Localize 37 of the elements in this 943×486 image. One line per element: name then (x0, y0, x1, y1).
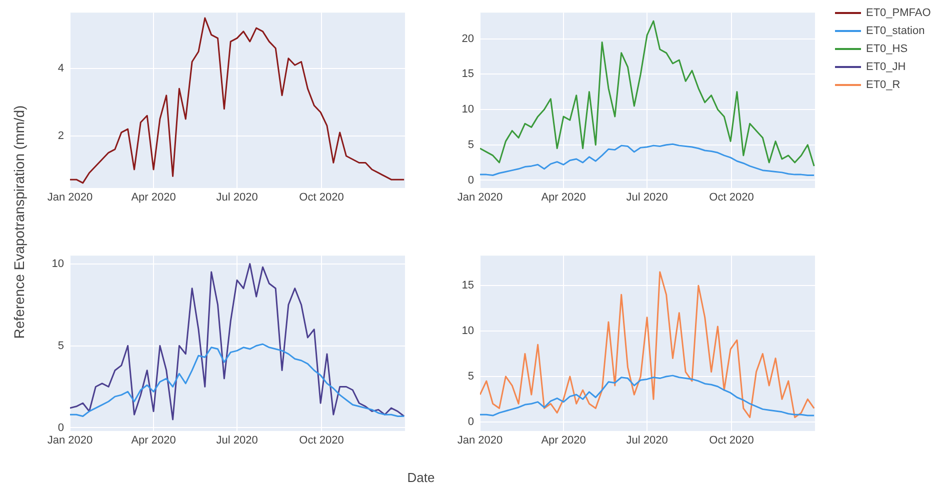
y-tick-label: 0 (468, 174, 474, 186)
x-tick-label: Oct 2020 (299, 192, 344, 204)
y-tick-label: 15 (462, 280, 474, 292)
legend-label: ET0_PMFAO (866, 7, 931, 19)
x-tick-label: Apr 2020 (541, 192, 586, 204)
y-tick-label: 10 (462, 325, 474, 338)
x-tick-label: Apr 2020 (541, 434, 586, 447)
x-tick-label: Jan 2020 (457, 192, 503, 204)
y-tick-label: 0 (468, 416, 474, 428)
legend-label: ET0_station (866, 25, 925, 37)
y-tick-label: 15 (462, 68, 474, 80)
y-tick-label: 10 (462, 104, 474, 116)
legend-label: ET0_R (866, 79, 900, 91)
legend-label: ET0_JH (866, 61, 906, 73)
legend-label: ET0_HS (866, 43, 908, 55)
y-tick-label: 4 (58, 62, 64, 75)
x-tick-label: Jan 2020 (47, 192, 93, 204)
x-tick-label: Oct 2020 (709, 192, 754, 204)
y-tick-label: 5 (58, 340, 64, 352)
x-tick-label: Jan 2020 (457, 434, 503, 447)
x-tick-label: Jul 2020 (216, 192, 258, 204)
x-tick-label: Jan 2020 (47, 434, 93, 447)
y-axis-title: Reference Evapotranspiration (mm/d) (11, 105, 27, 339)
x-tick-label: Apr 2020 (131, 434, 176, 447)
y-tick-label: 10 (52, 258, 64, 270)
y-tick-label: 5 (468, 138, 474, 151)
x-tick-label: Jul 2020 (626, 192, 668, 204)
x-axis-title: Date (407, 470, 435, 485)
x-tick-label: Jul 2020 (216, 434, 258, 447)
y-tick-label: 20 (462, 32, 474, 45)
x-tick-label: Oct 2020 (299, 434, 344, 447)
y-tick-label: 2 (58, 130, 64, 142)
y-tick-label: 0 (58, 422, 64, 434)
y-tick-label: 5 (468, 370, 474, 383)
x-tick-label: Oct 2020 (709, 434, 754, 447)
x-tick-label: Apr 2020 (131, 192, 176, 204)
x-tick-label: Jul 2020 (626, 434, 668, 447)
